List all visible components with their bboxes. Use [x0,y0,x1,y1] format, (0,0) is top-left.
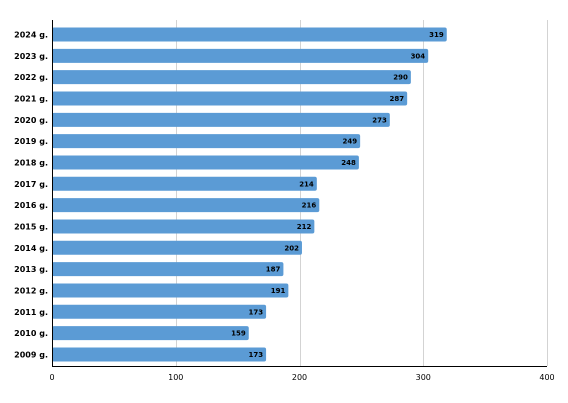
x-tick-label: 0 [49,373,54,382]
category-label: 2019 g. [14,137,48,146]
bar-value-label: 248 [341,159,356,167]
bar-value-label: 287 [390,95,405,103]
bar [52,176,317,191]
bar-value-label: 214 [299,180,314,188]
bar [52,326,249,341]
bar-value-label: 290 [393,74,408,82]
bar [52,155,359,170]
bar [52,198,320,213]
x-tick-label: 400 [539,373,554,382]
category-label: 2013 g. [14,265,48,274]
bar-value-label: 319 [429,31,444,39]
x-tick-label: 200 [292,373,307,382]
bar [52,304,267,319]
bar [52,219,315,234]
x-tick-label: 300 [416,373,431,382]
bar-value-label: 173 [248,308,263,316]
category-label: 2011 g. [14,308,48,317]
category-label: 2014 g. [14,244,48,253]
bar [52,48,429,63]
category-label: 2016 g. [14,201,48,210]
bar [52,283,289,298]
category-label: 2017 g. [14,180,48,189]
labels: 0 100 200 300 400 2024 g. 319 2023 g. 304 2022 g.… [14,31,554,383]
x-tick-label: 100 [168,373,183,382]
axes [52,20,547,367]
bar [52,134,361,149]
bar-value-label: 202 [284,244,299,252]
bar-value-label: 212 [297,223,312,231]
bar [52,27,447,42]
category-label: 2024 g. [14,31,48,40]
bar-value-label: 304 [411,52,426,60]
bar [52,70,411,85]
bar-value-label: 216 [302,202,317,210]
bar-value-label: 191 [271,287,286,295]
category-label: 2021 g. [14,94,48,103]
category-label: 2018 g. [14,158,48,167]
category-label: 2023 g. [14,52,48,61]
bars [52,27,447,362]
bar [52,240,302,255]
bar-value-label: 273 [372,116,387,124]
bar-value-label: 249 [343,138,358,146]
bar [52,347,267,362]
category-label: 2020 g. [14,116,48,125]
category-label: 2015 g. [14,222,48,231]
category-label: 2009 g. [14,350,48,359]
bar [52,262,284,277]
bar-value-label: 173 [248,351,263,359]
bar [52,112,390,127]
category-label: 2010 g. [14,329,48,338]
bar [52,91,408,106]
category-label: 2012 g. [14,286,48,295]
bar-value-label: 187 [266,266,281,274]
category-label: 2022 g. [14,73,48,82]
bar-value-label: 159 [231,330,246,338]
